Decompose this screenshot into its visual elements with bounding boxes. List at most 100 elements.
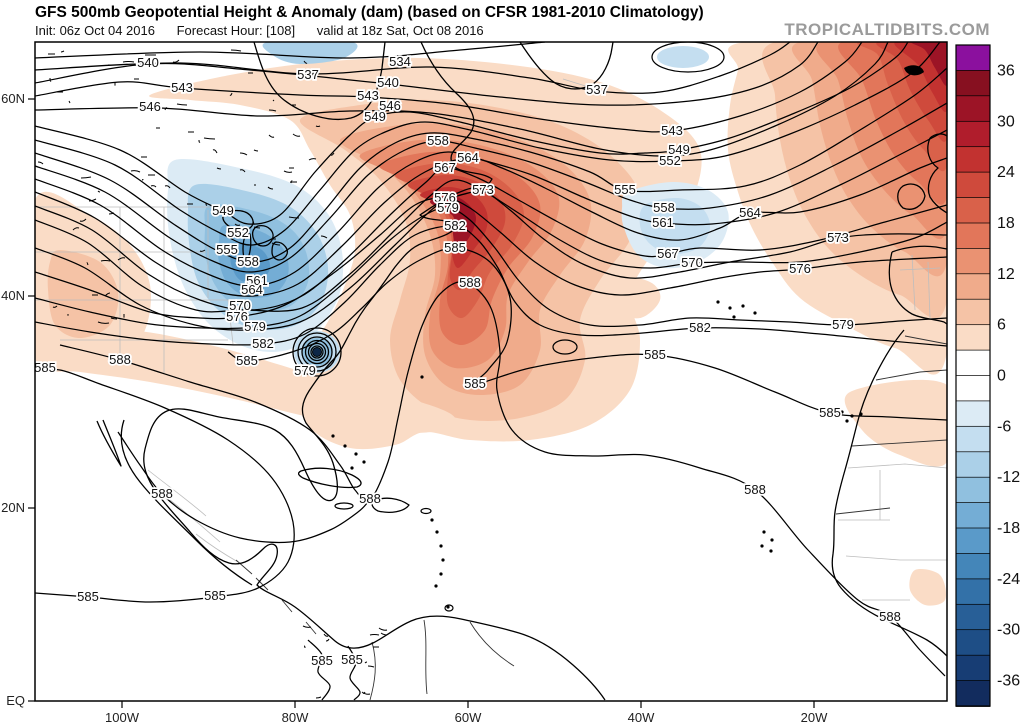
svg-text:579: 579 xyxy=(294,363,316,378)
contour-534 xyxy=(35,42,546,59)
svg-text:588: 588 xyxy=(459,275,481,290)
country-borders xyxy=(235,335,947,701)
forecast-hour: Forecast Hour: [108] xyxy=(176,23,296,38)
svg-text:585: 585 xyxy=(341,652,363,667)
page-title: GFS 500mb Geopotential Height & Anomaly … xyxy=(35,4,704,21)
contour-564 xyxy=(35,157,947,297)
svg-text:585: 585 xyxy=(644,347,666,362)
svg-text:60W: 60W xyxy=(455,710,482,724)
contour-570 xyxy=(35,179,947,313)
contour-567 xyxy=(35,167,947,311)
svg-text:588: 588 xyxy=(744,482,766,497)
svg-text:558: 558 xyxy=(237,254,259,269)
svg-text:549: 549 xyxy=(364,109,386,124)
svg-text:567: 567 xyxy=(434,160,456,175)
contour-546 xyxy=(35,42,889,157)
svg-text:555: 555 xyxy=(216,242,238,257)
svg-text:552: 552 xyxy=(659,153,681,168)
svg-text:570: 570 xyxy=(681,255,703,270)
svg-text:549: 549 xyxy=(212,203,234,218)
svg-text:558: 558 xyxy=(427,133,449,148)
svg-text:30: 30 xyxy=(997,113,1015,130)
svg-text:561: 561 xyxy=(652,215,674,230)
site-watermark: TROPICALTIDBITS.COM xyxy=(784,20,990,39)
svg-text:576: 576 xyxy=(226,309,248,324)
svg-text:-24: -24 xyxy=(997,571,1020,588)
svg-text:561: 561 xyxy=(246,273,268,288)
svg-text:549: 549 xyxy=(668,142,690,157)
svg-text:60N: 60N xyxy=(1,91,25,106)
svg-text:40N: 40N xyxy=(1,288,25,303)
svg-text:-30: -30 xyxy=(997,622,1020,639)
svg-text:585: 585 xyxy=(311,653,333,668)
svg-text:24: 24 xyxy=(997,164,1015,181)
contour-558 xyxy=(35,102,947,273)
svg-text:100W: 100W xyxy=(105,710,140,724)
svg-text:579: 579 xyxy=(244,319,266,334)
svg-text:555: 555 xyxy=(614,182,636,197)
svg-text:585: 585 xyxy=(464,376,486,391)
svg-text:18: 18 xyxy=(997,215,1015,232)
svg-text:579: 579 xyxy=(832,317,854,332)
contour-585 xyxy=(35,368,295,603)
svg-text:546: 546 xyxy=(379,98,401,113)
svg-text:585: 585 xyxy=(819,405,841,420)
svg-text:36: 36 xyxy=(997,62,1015,79)
contour-582 xyxy=(35,225,947,347)
svg-text:567: 567 xyxy=(657,246,679,261)
svg-text:552: 552 xyxy=(227,225,249,240)
svg-text:588: 588 xyxy=(151,486,173,501)
svg-text:573: 573 xyxy=(827,230,849,245)
contour-552 xyxy=(35,42,941,246)
svg-text:EQ: EQ xyxy=(6,693,25,708)
contour-543 xyxy=(35,42,863,133)
svg-text:576: 576 xyxy=(434,190,456,205)
map-frame xyxy=(34,41,948,702)
svg-text:585: 585 xyxy=(236,353,258,368)
svg-text:80W: 80W xyxy=(282,710,309,724)
contour-537 xyxy=(35,42,791,95)
contour-588 xyxy=(59,281,946,677)
svg-text:588: 588 xyxy=(359,491,381,506)
svg-text:543: 543 xyxy=(171,80,193,95)
coastlines xyxy=(96,42,947,701)
svg-text:585: 585 xyxy=(444,240,466,255)
contour-549 xyxy=(35,42,909,225)
init-time: Init: 06z Oct 04 2016 xyxy=(35,23,155,38)
svg-text:546: 546 xyxy=(139,99,161,114)
contour-588 xyxy=(117,431,369,544)
axes: 100W 80W 60W 40W 20W 60N 40N 20N EQ xyxy=(1,91,828,724)
contour-576 xyxy=(35,197,947,320)
svg-text:6: 6 xyxy=(997,317,1006,334)
svg-text:-12: -12 xyxy=(997,469,1020,486)
svg-text:540: 540 xyxy=(377,75,399,90)
svg-text:543: 543 xyxy=(661,123,683,138)
svg-text:-6: -6 xyxy=(997,418,1011,435)
svg-text:12: 12 xyxy=(997,266,1015,283)
svg-text:537: 537 xyxy=(586,82,608,97)
svg-text:-36: -36 xyxy=(997,673,1020,690)
svg-text:-18: -18 xyxy=(997,520,1020,537)
svg-text:564: 564 xyxy=(457,150,479,165)
svg-text:570: 570 xyxy=(229,298,251,313)
svg-text:564: 564 xyxy=(739,205,761,220)
svg-text:588: 588 xyxy=(879,609,901,624)
svg-text:582: 582 xyxy=(444,218,466,233)
height-contours xyxy=(35,42,947,701)
colorbar: 36 30 24 18 12 6 0 -6 -12 -18 -24 -30 -36 xyxy=(955,44,1020,707)
svg-text:582: 582 xyxy=(252,336,274,351)
contour-579 xyxy=(35,207,947,330)
svg-text:576: 576 xyxy=(789,261,811,276)
svg-text:573: 573 xyxy=(472,182,494,197)
contour-573 xyxy=(35,187,947,331)
svg-text:0: 0 xyxy=(997,368,1006,385)
svg-text:40W: 40W xyxy=(628,710,655,724)
valid-time: valid at 18z Sat, Oct 08 2016 xyxy=(316,23,484,38)
contour-585 xyxy=(347,645,361,701)
svg-text:579: 579 xyxy=(437,200,459,215)
svg-text:588: 588 xyxy=(109,352,131,367)
svg-text:543: 543 xyxy=(357,88,379,103)
